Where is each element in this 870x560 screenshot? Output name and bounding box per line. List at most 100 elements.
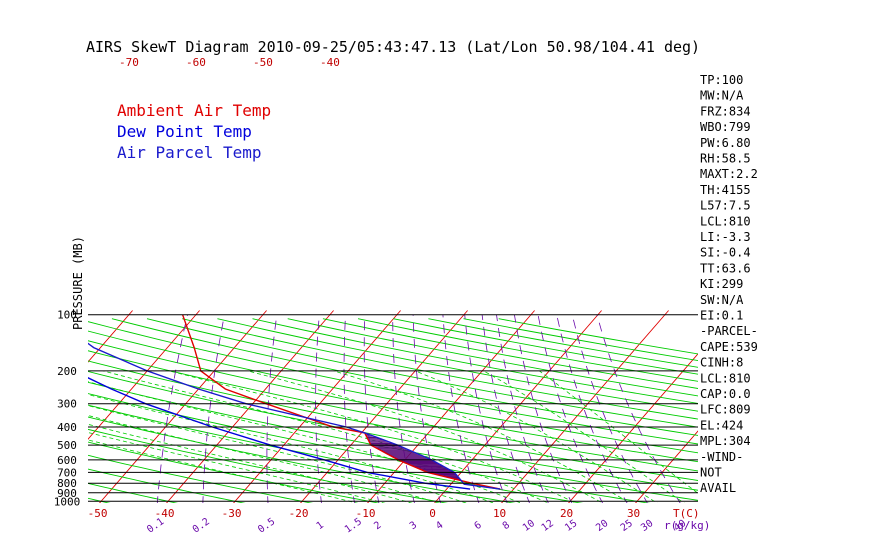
mixing-ratio-line <box>266 314 278 503</box>
dry-adiabat-line <box>88 340 698 463</box>
dry-adiabat-line <box>0 319 51 506</box>
moist-adiabat-line <box>88 405 468 503</box>
dry-adiabat-line <box>322 318 698 389</box>
dry-adiabat-line <box>88 370 698 491</box>
legend-item-0: Ambient Air Temp <box>117 101 271 120</box>
mixing-ratio-tick-label: 0.2 <box>191 516 212 535</box>
moist-adiabat-line <box>88 415 440 503</box>
top-temp-tick-labels: -70 -60 -50 -40 <box>119 56 340 69</box>
isotherm-line <box>835 311 870 506</box>
index-ei: EI:0.1 <box>700 309 743 323</box>
dry-adiabat-line <box>88 468 246 503</box>
mixing-ratio-tick-label: 0.5 <box>256 516 277 535</box>
mixing-ratio-line <box>481 314 530 503</box>
pressure-label-900: 900 <box>57 487 77 500</box>
dry-adiabat-line <box>88 428 449 503</box>
dry-adiabat-line <box>88 393 651 503</box>
pressure-label-300: 300 <box>57 398 77 411</box>
mixing-ratio-line <box>156 314 188 503</box>
moist-adiabat-line <box>247 370 604 503</box>
pressure-label-600: 600 <box>57 454 77 467</box>
mixing-ratio-tick-label: 30 <box>639 518 655 534</box>
mixing-ratio-tick-label: 10 <box>521 518 537 534</box>
chart-title: AIRS SkewT Diagram 2010-09-25/05:43:47.1… <box>86 38 700 56</box>
index-lcl: LCL:810 <box>700 214 751 228</box>
pressure-label-500: 500 <box>57 439 77 452</box>
index-mw: MW:N/A <box>700 89 744 103</box>
top-tick-label: -70 <box>119 56 139 69</box>
index-tt: TT:63.6 <box>700 261 751 275</box>
index-pw: PW:6.80 <box>700 136 751 150</box>
index-si: SI:-0.4 <box>700 246 751 260</box>
bottom-tick-label: 0 <box>429 507 436 520</box>
index-el: EL:424 <box>700 418 743 432</box>
index-l57: L57:7.5 <box>700 199 751 213</box>
index-wbo: WBO:799 <box>700 120 751 134</box>
bottom-tick-label: -10 <box>356 507 376 520</box>
dry-adiabat-line <box>146 318 698 428</box>
mixing-ratio-tick-label: 12 <box>540 518 556 534</box>
legend-item-1: Dew Point Temp <box>117 122 252 141</box>
moist-adiabat-line <box>415 370 658 503</box>
moist-adiabat-line <box>539 370 698 494</box>
moist-adiabat-line <box>333 370 631 503</box>
index-lfc: LFC:809 <box>700 403 751 417</box>
top-tick-label: -40 <box>320 56 340 69</box>
x-axis-label-mixing-ratio: r(g/kg) <box>664 519 710 532</box>
dry-adiabat-line <box>252 318 698 404</box>
dry-adiabat-line <box>88 350 698 472</box>
legend-item-2: Air Parcel Temp <box>117 143 262 162</box>
top-tick-label: -50 <box>253 56 273 69</box>
pressure-label-100: 100 <box>57 309 77 322</box>
moist-adiabat-line <box>483 370 685 503</box>
index-avail: AVAIL <box>700 481 736 495</box>
top-tick-label: -60 <box>186 56 206 69</box>
dry-adiabat-line <box>88 441 381 503</box>
moist-adiabat-line <box>102 370 550 503</box>
bottom-tick-label: -30 <box>222 507 242 520</box>
index-mpl: MPL:304 <box>700 434 751 448</box>
bottom-tick-label: 20 <box>560 507 573 520</box>
mixing-ratio-line <box>412 314 442 503</box>
mixing-ratio-line <box>202 314 225 503</box>
index-cape: CAPE:539 <box>700 340 758 354</box>
dry-adiabat-line <box>88 381 698 501</box>
mixing-ratio-line <box>442 314 480 503</box>
mixing-ratio-tick-label: 6 <box>473 520 484 532</box>
x-axis-label-temp: T(C) <box>673 507 700 520</box>
y-axis-label: PRESSURE (MB) <box>71 236 85 330</box>
index-lcl2: LCL:810 <box>700 371 751 385</box>
dry-adiabat-line <box>88 330 698 454</box>
moist-adiabat-line <box>88 394 495 503</box>
bottom-tick-label: -40 <box>155 507 175 520</box>
pressure-label-1000: 1000 <box>54 495 81 508</box>
bottom-tick-label: 30 <box>627 507 640 520</box>
moist-adiabat-line <box>169 370 577 503</box>
index-maxt: MAXT:2.2 <box>700 167 758 181</box>
mixing-ratio-line <box>571 314 648 503</box>
dry-adiabat-line <box>88 482 179 503</box>
bottom-tick-label: -50 <box>88 507 108 520</box>
mixing-ratio-line <box>363 314 380 503</box>
index-sw: SW:N/A <box>700 293 744 307</box>
bottom-tick-label: 10 <box>493 507 506 520</box>
index-th: TH:4155 <box>700 183 751 197</box>
isotherm-line <box>500 310 669 503</box>
mixing-ratio-tick-label: 1 <box>315 520 326 532</box>
index-cap: CAP:0.0 <box>700 387 751 401</box>
index-parcel-header: -PARCEL- <box>700 324 758 338</box>
mixing-ratio-tick-label: 25 <box>619 518 635 534</box>
index-tp: TP:100 <box>700 73 743 87</box>
mixing-ratio-line <box>514 314 573 503</box>
mixing-ratio-line <box>343 314 355 503</box>
bottom-temp-tick-labels: -50 -40 -30 -20 -10 0 10 20 30 <box>88 507 641 520</box>
mixing-ratio-line <box>537 314 603 503</box>
mixing-ratio-tick-label: 8 <box>501 520 512 532</box>
dry-adiabat-line <box>88 321 698 445</box>
isotherm-line <box>88 310 200 440</box>
pressure-label-200: 200 <box>57 365 77 378</box>
isotherm-line <box>0 311 66 506</box>
